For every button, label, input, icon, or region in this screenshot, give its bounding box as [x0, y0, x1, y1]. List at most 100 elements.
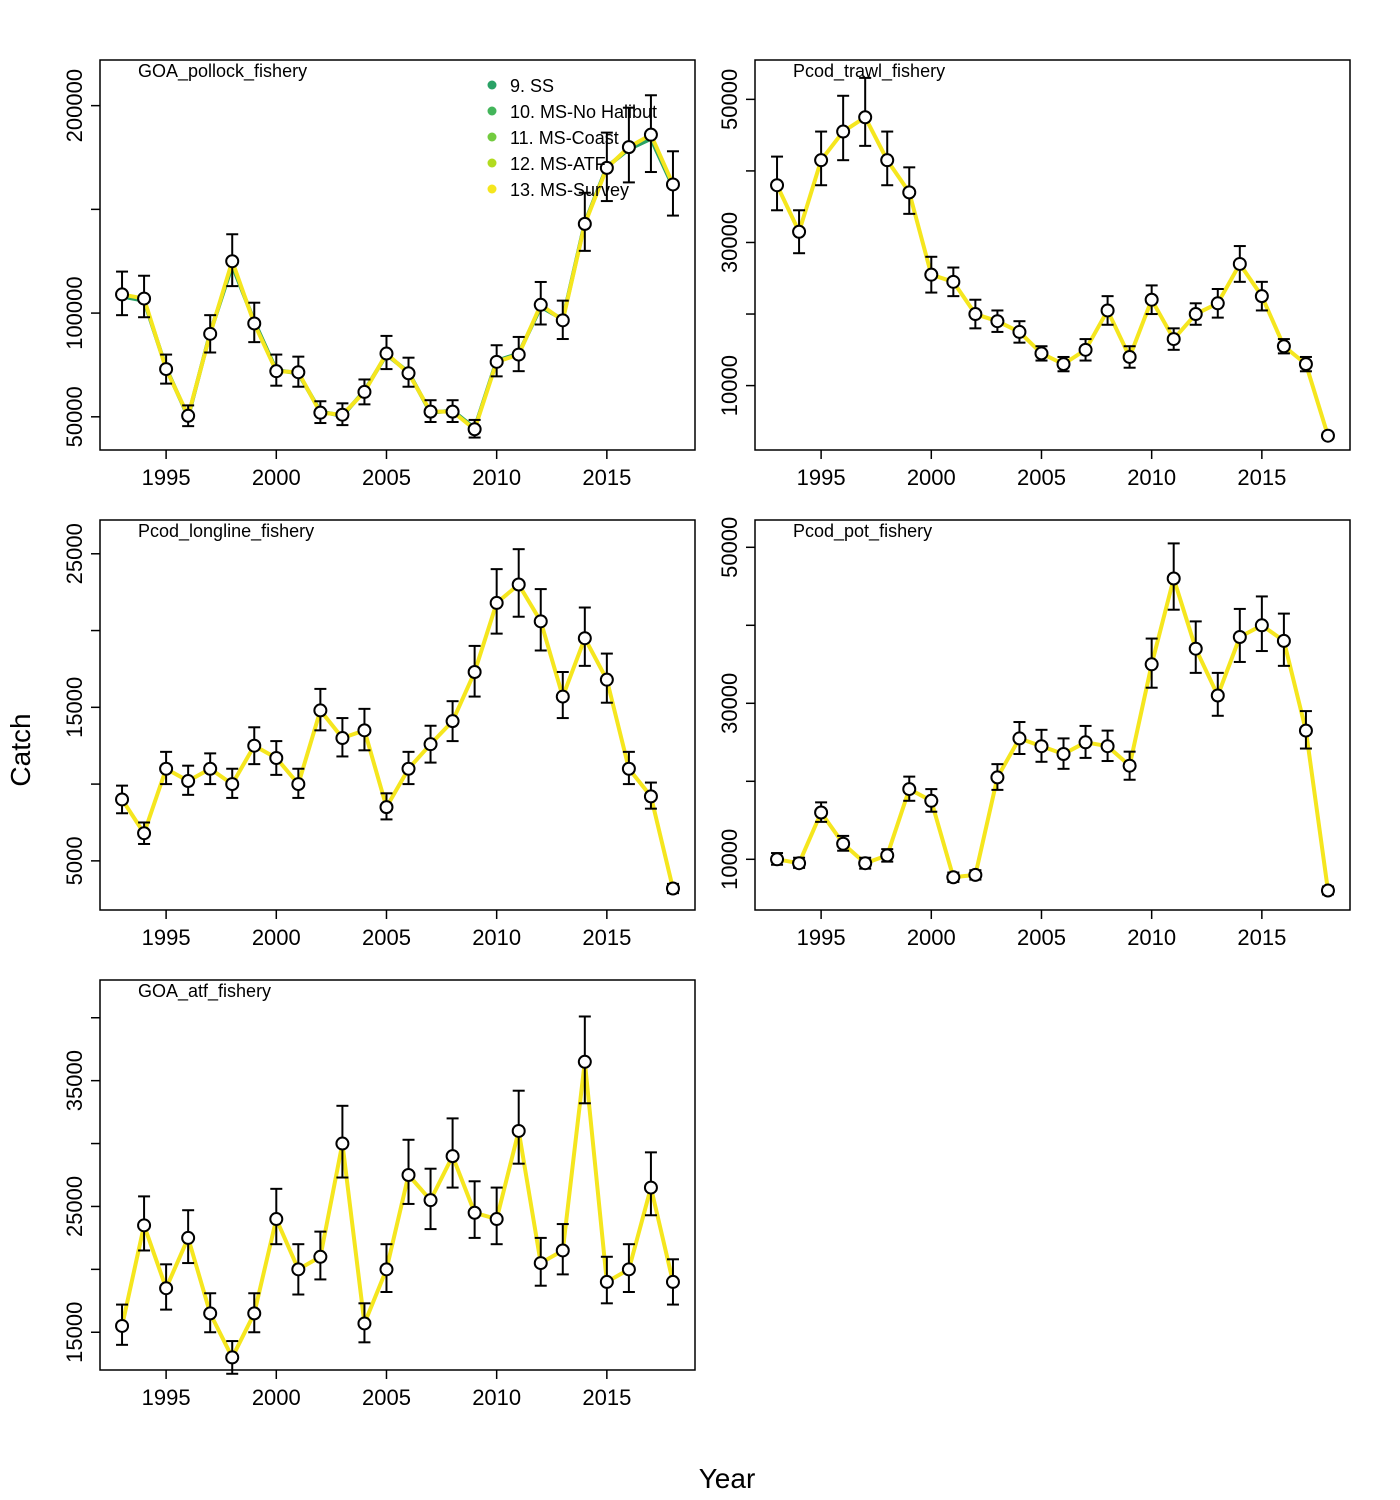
panel-4: Pcod_pot_fishery 1995 2000 2005 2010 2015 1000…: [717, 517, 1351, 950]
x-tick-label: 2005: [1017, 465, 1066, 490]
observed-point: [621, 140, 636, 155]
observed-point: [467, 665, 482, 680]
panel-frame: [99, 979, 696, 1371]
observed-point: [990, 770, 1005, 785]
observed-point: [1210, 688, 1225, 703]
observed-point: [291, 1262, 306, 1277]
y-tick-label: 25000: [62, 523, 87, 584]
observed-point: [902, 782, 917, 797]
panel-frame: [754, 519, 1351, 911]
y-axis: 15000 25000 35000: [62, 1016, 100, 1363]
x-tick-label: 2015: [582, 1385, 631, 1410]
observed-point: [1166, 571, 1181, 586]
legend-marker: [487, 184, 497, 194]
legend-label: 11. MS-Coast: [510, 128, 619, 148]
observed-point: [225, 254, 240, 269]
observed-point: [401, 761, 416, 776]
observed-point: [990, 314, 1005, 329]
error-bars: [771, 542, 1334, 896]
observed-points: [770, 571, 1335, 898]
y-axis: 10000 30000 50000: [717, 69, 755, 416]
observed-point: [489, 595, 504, 610]
observed-point: [137, 291, 152, 306]
observed-point: [643, 127, 658, 142]
observed-point: [1320, 428, 1335, 443]
observed-point: [533, 297, 548, 312]
observed-point: [489, 1212, 504, 1227]
observed-point: [599, 1274, 614, 1289]
observed-point: [247, 316, 262, 331]
observed-point: [968, 867, 983, 882]
legend: 9. SS 10. MS-No Halibut 11. MS-Coast 12. MS…: [487, 76, 657, 200]
observed-point: [357, 723, 372, 738]
x-tick-label: 2000: [252, 925, 301, 950]
observed-point: [423, 1193, 438, 1208]
y-tick-label: 10000: [717, 355, 742, 416]
panel-title: Pcod_longline_fishery: [138, 521, 314, 542]
y-tick-label: 25000: [62, 1176, 87, 1237]
observed-point: [555, 689, 570, 704]
observed-point: [1100, 303, 1115, 318]
observed-point: [203, 326, 218, 341]
observed-point: [533, 614, 548, 629]
legend-label: 9. SS: [510, 76, 554, 96]
observed-point: [445, 1149, 460, 1164]
observed-point: [577, 1054, 592, 1069]
observed-point: [1298, 357, 1313, 372]
observed-point: [379, 346, 394, 361]
panels: GOA_pollock_fishery 1995 2000 2005 2010 2015 5…: [62, 59, 1351, 1410]
observed-point: [643, 1180, 658, 1195]
observed-point: [1166, 332, 1181, 347]
x-tick-label: 2010: [472, 925, 521, 950]
x-tick-label: 2000: [907, 925, 956, 950]
observed-point: [924, 793, 939, 808]
observed-points: [115, 127, 680, 437]
observed-point: [269, 364, 284, 379]
x-tick-label: 2010: [1127, 925, 1176, 950]
x-tick-label: 2005: [362, 925, 411, 950]
observed-point: [1276, 339, 1291, 354]
panel-title: GOA_pollock_fishery: [138, 61, 307, 82]
observed-point: [968, 307, 983, 322]
y-tick-label: 200000: [62, 69, 87, 142]
panel-frame: [99, 59, 696, 451]
observed-point: [511, 577, 526, 592]
x-tick-label: 2000: [252, 465, 301, 490]
x-tick-label: 2000: [252, 1385, 301, 1410]
observed-point: [814, 805, 829, 820]
legend-label: 12. MS-ATF: [510, 154, 606, 174]
observed-point: [247, 1306, 262, 1321]
observed-point: [423, 737, 438, 752]
panel-2: Pcod_trawl_fishery 1995 2000 2005 2010 2015 10…: [717, 59, 1351, 490]
observed-point: [1034, 739, 1049, 754]
series-line: [120, 1059, 675, 1360]
observed-point: [577, 216, 592, 231]
x-tick-label: 2010: [472, 1385, 521, 1410]
legend-marker: [487, 132, 497, 142]
observed-point: [335, 731, 350, 746]
observed-point: [577, 631, 592, 646]
x-tick-label: 2015: [1237, 925, 1286, 950]
observed-point: [313, 405, 328, 420]
observed-point: [181, 1230, 196, 1245]
observed-point: [792, 856, 807, 871]
y-axis: 50000 100000 200000: [62, 69, 100, 447]
y-tick-label: 35000: [62, 1050, 87, 1111]
y-tick-label: 15000: [62, 677, 87, 738]
y-axis: 5000 15000 25000: [62, 523, 100, 885]
observed-point: [1254, 618, 1269, 633]
observed-point: [225, 777, 240, 792]
y-axis-title: Catch: [5, 713, 36, 786]
observed-point: [313, 1249, 328, 1264]
panel-5: GOA_atf_fishery 1995 2000 2005 2010 2015 15000…: [62, 979, 696, 1410]
observed-point: [291, 365, 306, 380]
observed-point: [1320, 883, 1335, 898]
observed-point: [946, 870, 961, 885]
x-tick-label: 1995: [142, 925, 191, 950]
observed-point: [379, 1262, 394, 1277]
legend-marker: [487, 80, 497, 90]
observed-point: [665, 177, 680, 192]
x-axis: 1995 2000 2005 2010 2015: [797, 450, 1286, 490]
observed-point: [946, 274, 961, 289]
